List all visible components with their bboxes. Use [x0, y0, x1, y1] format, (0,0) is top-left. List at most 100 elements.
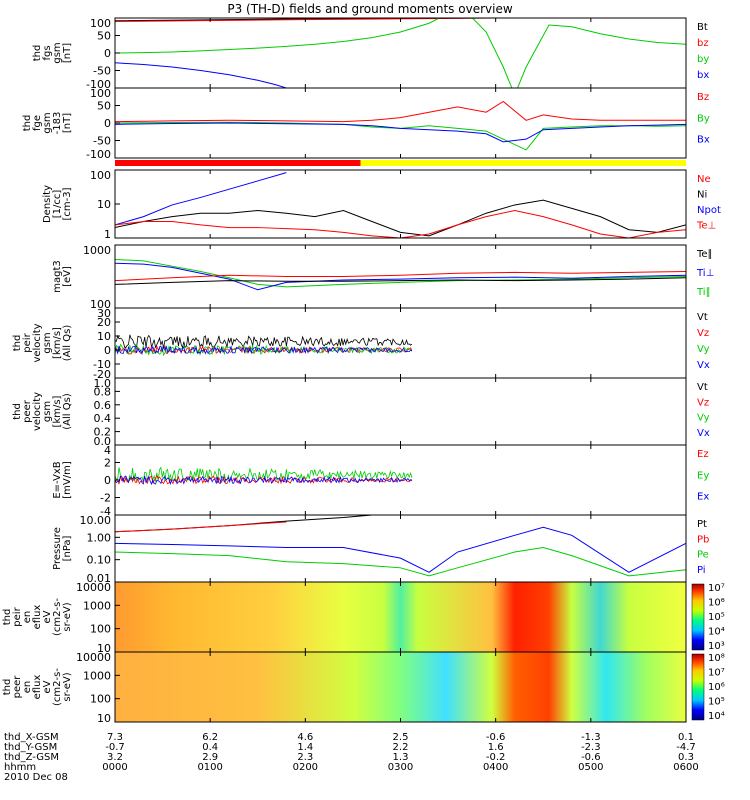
peir-legend-Vt: Vt [697, 312, 708, 323]
ephemeris-value: 2.9 [202, 752, 218, 763]
peer-ylabel-line: [km/s] [52, 395, 63, 427]
density-ylabel-line: [1/cc] [52, 190, 63, 219]
pressure-legend-Pe: Pe [697, 550, 709, 561]
fge-ytick-label: 50 [97, 100, 111, 113]
peer-legend-Vx: Vx [697, 428, 710, 439]
fgs-ylabel-line: gsm [52, 42, 63, 63]
fgs-ylabel: thdfgsgsm[nT] [32, 42, 73, 63]
peer-ylabel-line: thd [12, 403, 23, 420]
peir_spec-ytick-label: 100 [90, 623, 111, 636]
density-legend-Ne: Ne [697, 174, 711, 185]
peer_spec-spectrogram [115, 652, 686, 722]
plot-title: P3 (TH-D) fields and ground moments over… [227, 2, 512, 16]
peir-ylabel-line: peir [22, 332, 33, 352]
ephemeris-value: 1.4 [297, 742, 313, 753]
peer_spec-colorbar-label: 10⁷ [708, 668, 725, 679]
peir-ylabel: thdpeirvelocitygsm[km/s](All Qs) [12, 323, 73, 362]
peir_spec-ytick-label: 1000 [83, 599, 111, 612]
ephemeris-value: -0.2 [486, 752, 506, 763]
pressure-series-Pb [115, 521, 287, 533]
peer-ytick-label: 1.0 [94, 377, 112, 390]
peir_spec-colorbar [691, 583, 705, 651]
density-series-Npot [115, 172, 287, 226]
fgs-ylabel-line: fgs [42, 45, 53, 60]
peir-ytick-label: 20 [97, 316, 111, 329]
fgs-legend-bx: bx [697, 70, 709, 81]
peer_spec-ytick-label: 1000 [83, 669, 111, 682]
temp-legend-Ti⊥: Ti⊥ [696, 268, 714, 279]
fgs-ylabel-line: [nT] [62, 43, 73, 63]
fgs-ytick-label: -50 [93, 65, 111, 78]
ephemeris-value: 0100 [197, 762, 222, 773]
temp-data [115, 258, 686, 291]
peir-ytick-label: 0 [104, 344, 111, 357]
peer_spec-ylabel-line: en [22, 681, 33, 694]
peir_spec-ylabel-line: thd [2, 609, 13, 626]
fgs-ytick-label: 50 [97, 30, 111, 43]
density-legend-Npot: Npot [697, 205, 721, 216]
fgs-ytick-label: 0 [104, 47, 111, 60]
peir-ylabel-line: thd [12, 335, 23, 352]
temp-ytick-label: 100 [90, 298, 111, 311]
temp-ytick-label: 1000 [83, 244, 111, 257]
peir-ytick-label: -20 [93, 368, 111, 381]
peer-ytick-label: 0.2 [94, 426, 112, 439]
peir-ylabel-line: (All Qs) [62, 325, 73, 362]
peer_spec-ylabel: thdpeerenefluxeV(cm2-s-sr-eV) [2, 668, 73, 706]
ephemeris-value: -4.7 [676, 742, 696, 753]
density-ytick-label: 100 [90, 169, 111, 182]
ephemeris-value: 2.5 [393, 732, 409, 743]
peir-ytick-label: -10 [93, 358, 111, 371]
peir_spec-ylabel-line: eV [42, 610, 53, 623]
ephemeris-value: 7.3 [107, 732, 123, 743]
peer-ytick-label: 0.4 [94, 412, 112, 425]
peir_spec-ylabel-line: eflux [32, 605, 43, 630]
ephemeris-value: -0.6 [581, 752, 601, 763]
fge-ytick-label: 0 [104, 117, 111, 130]
efield-data [115, 466, 413, 486]
fgs-legend-bz: bz [697, 38, 709, 49]
peir-legend-Vz: Vz [697, 328, 709, 339]
temp-ylabel-line: magt3 [52, 260, 63, 293]
peer-legend-Vz: Vz [697, 397, 709, 408]
peir-series-Vx [115, 345, 413, 356]
pressure-legend-Pb: Pb [697, 534, 709, 545]
ephemeris-value: 0500 [578, 762, 603, 773]
peer-ylabel: thdpeervelocitygsm[km/s](All Qs) [12, 392, 73, 431]
peer_spec-colorbar [691, 653, 705, 721]
efield-ylabel: E=-VxB[mV/m] [52, 461, 73, 499]
ephemeris-value: 0.3 [678, 752, 694, 763]
pressure-data [115, 515, 686, 577]
fgs-ytick-label: 100 [90, 17, 111, 30]
ephemeris-value: 0400 [483, 762, 508, 773]
efield-ylabel-line: [mV/m] [62, 461, 73, 499]
fge-legend-Bz: Bz [697, 92, 709, 103]
peir-frame [114, 307, 687, 379]
fgs-series-bz [115, 18, 541, 22]
ephemeris-value: 0600 [673, 762, 698, 773]
fge-ylabel-line: fge [32, 115, 43, 131]
density-ytick-label: 10 [97, 198, 111, 211]
peer_spec-ylabel-line: peer [12, 675, 23, 699]
density-series-Ni [115, 199, 686, 237]
fge-series-Bz [115, 100, 686, 123]
pressure-legend-Pt: Pt [697, 519, 707, 530]
panel-efield: Ez Ey Ex 42 0 -2-4 E=-VxB[mV/m] [52, 444, 709, 518]
peir-legend-Vy: Vy [697, 344, 710, 355]
peer-ytick-label: 0.6 [94, 399, 112, 412]
temp-series-Te∥ [115, 277, 686, 285]
density-ylabel-line: Density [42, 185, 53, 223]
fge-ytick-label: -100 [86, 148, 111, 161]
efield-ytick-label: -2 [100, 492, 111, 505]
peer_spec-ylabel-line: sr-eV) [62, 672, 73, 701]
ephemeris-value: -2.3 [581, 742, 601, 753]
peir_spec-ytick-label: 10 [97, 642, 111, 655]
fge-ylabel-line: -183 [52, 112, 63, 135]
ephemeris-value: 2.2 [393, 742, 409, 753]
ephemeris-label: thd_Z-GSM [4, 752, 59, 763]
fge-ytick-label: 100 [90, 87, 111, 100]
ephemeris-value: 6.2 [202, 732, 218, 743]
